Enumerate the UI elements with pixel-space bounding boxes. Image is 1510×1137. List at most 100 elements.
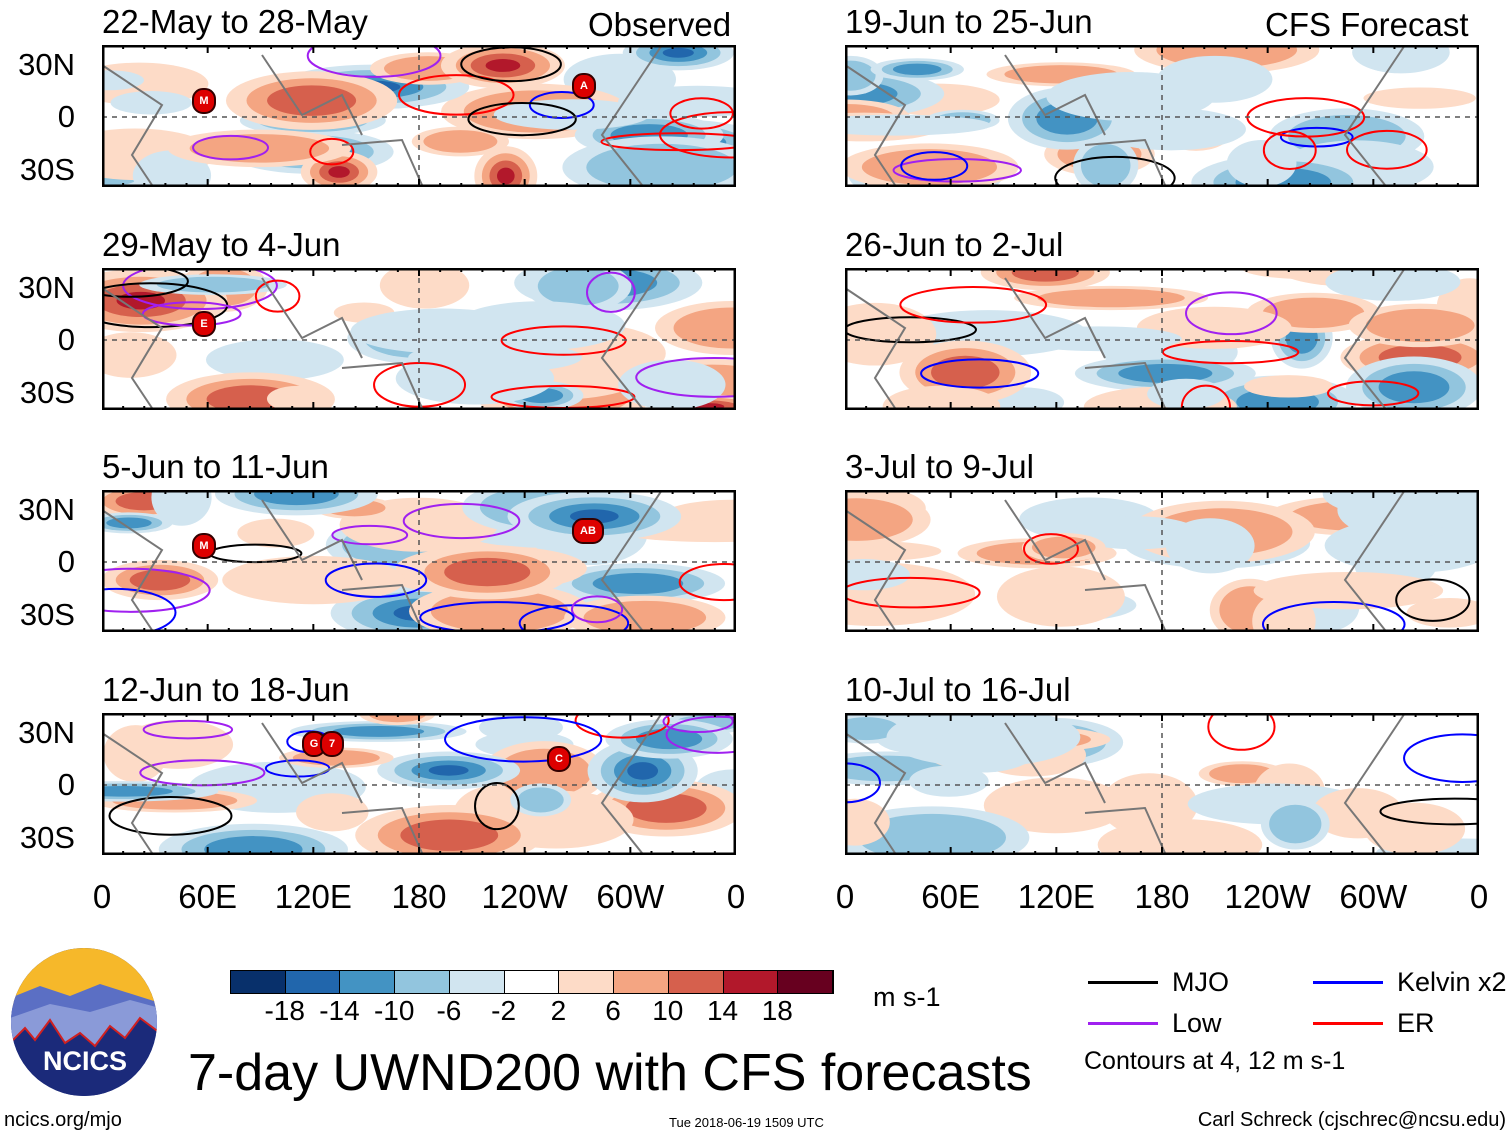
colorbar-swatch: [395, 971, 450, 993]
coastline: [261, 277, 363, 359]
positive-anomaly: [222, 555, 405, 605]
positive-anomaly: [1037, 288, 1185, 308]
positive-anomaly: [237, 518, 315, 548]
positive-anomaly: [444, 557, 531, 587]
positive-anomaly: [673, 307, 736, 349]
negative-anomaly: [205, 339, 344, 381]
positive-anomaly: [497, 167, 515, 185]
contour-line: [102, 268, 189, 298]
legend-line: [1088, 1022, 1158, 1025]
colorbar-swatch: [668, 971, 724, 993]
colorbar: [230, 970, 834, 994]
contour-line: [665, 715, 736, 754]
colorbar-label: -10: [373, 995, 415, 1026]
colorbar-units: m s-1: [873, 982, 941, 1012]
coastline: [845, 509, 907, 631]
colorbar-swatch: [723, 971, 779, 993]
positive-anomaly: [485, 59, 521, 72]
positive-anomaly: [379, 268, 470, 309]
negative-anomaly: [1392, 490, 1479, 529]
coastline: [341, 806, 423, 854]
contour-line: [1161, 340, 1300, 365]
contour-line: [1379, 797, 1479, 826]
coastline: [341, 583, 423, 631]
legend-line: [1313, 1022, 1383, 1025]
positive-anomaly: [845, 498, 913, 541]
negative-anomaly: [1226, 139, 1297, 187]
contour-line: [402, 502, 521, 540]
positive-anomaly: [1253, 571, 1444, 610]
positive-anomaly: [845, 798, 890, 846]
latitude-label: 30S: [19, 597, 75, 632]
coastline: [600, 490, 663, 631]
colorbar-swatch: [504, 971, 560, 993]
contour-line: [397, 74, 515, 116]
map-panel: [102, 268, 736, 410]
contour-line: [331, 524, 409, 546]
coastline: [261, 722, 363, 804]
contour-line: [444, 716, 603, 763]
latitude-label: 30N: [18, 47, 75, 82]
contour-line: [192, 134, 270, 161]
coastline: [1343, 45, 1406, 186]
positive-anomaly: [189, 134, 330, 163]
positive-anomaly: [266, 385, 328, 410]
negative-anomaly: [592, 572, 684, 595]
longitude-label: 60W: [1339, 878, 1408, 915]
latitude-label: 0: [57, 322, 75, 357]
negative-anomaly: [156, 276, 270, 293]
coastline: [1084, 583, 1166, 631]
negative-anomaly: [618, 85, 736, 117]
legend-label: MJO: [1172, 967, 1229, 997]
coastline: [1084, 138, 1166, 186]
panel-title: 29-May to 4-Jun: [102, 226, 341, 263]
contour-line: [528, 91, 595, 120]
legend-label: Low: [1172, 1008, 1222, 1038]
positive-anomaly: [296, 793, 369, 832]
positive-anomaly: [1097, 818, 1263, 855]
figure-title: 7-day UWND200 with CFS forecasts: [188, 1044, 1032, 1102]
footer-url[interactable]: ncics.org/mjo: [4, 1109, 122, 1131]
negative-anomaly: [1072, 516, 1200, 550]
latitude-label: 0: [57, 99, 75, 134]
positive-anomaly: [1262, 297, 1365, 329]
longitude-label: 120W: [481, 878, 568, 915]
positive-anomaly: [583, 600, 707, 632]
map-panel: [102, 490, 736, 632]
contour-line: [570, 595, 624, 624]
latitude-label: 30S: [19, 152, 75, 187]
tropical-cyclone-marker: C: [547, 746, 571, 772]
coastline: [102, 732, 164, 854]
colorbar-label: 2: [550, 995, 567, 1026]
contour-line: [102, 587, 177, 632]
negative-anomaly: [102, 785, 173, 797]
contour-line: [254, 279, 301, 313]
map-panel: [845, 45, 1479, 187]
longitude-label: 0: [92, 878, 112, 915]
contour-line: [1023, 533, 1079, 565]
tropical-cyclone-marker: AB: [572, 518, 604, 544]
contour-line: [574, 713, 670, 739]
legend-line: [1088, 981, 1158, 984]
positive-anomaly: [1011, 268, 1079, 282]
negative-anomaly: [106, 517, 152, 529]
colorbar-label: 18: [761, 995, 793, 1026]
colorbar-label: -14: [319, 995, 360, 1026]
colorbar-swatch: [231, 971, 286, 993]
longitude-label: 120E: [1017, 878, 1095, 915]
contour-line: [635, 357, 736, 398]
contour-note: Contours at 4, 12 m s-1: [1084, 1047, 1346, 1075]
contour-line: [845, 316, 977, 344]
colorbar-label: 14: [706, 995, 739, 1026]
coastline: [341, 138, 423, 186]
contour-line: [585, 271, 636, 313]
map-panel: [845, 268, 1479, 410]
longitude-label: 0: [835, 878, 855, 915]
contour-line: [662, 713, 734, 734]
coastline: [845, 287, 907, 409]
coastline: [1343, 490, 1406, 631]
longitude-label: 60W: [596, 878, 665, 915]
map-panel: [845, 713, 1479, 855]
colorbar-swatch: [614, 971, 669, 993]
coastline: [1004, 54, 1106, 136]
